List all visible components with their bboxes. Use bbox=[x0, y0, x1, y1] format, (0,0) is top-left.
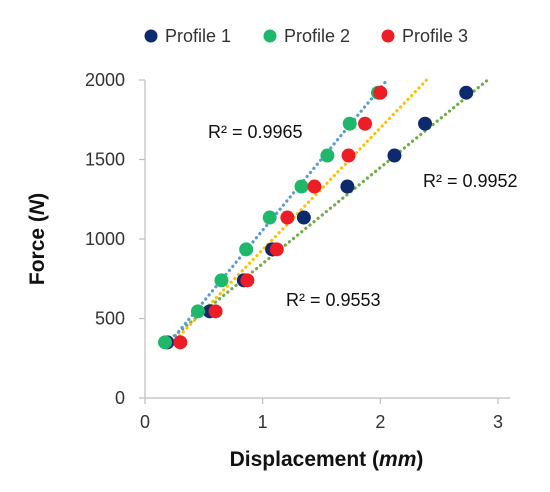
legend-label-profile-1: Profile 1 bbox=[165, 26, 231, 46]
point-profile-2 bbox=[214, 273, 229, 288]
point-profile-3 bbox=[173, 335, 188, 350]
x-axis-title-main: Displacement bbox=[230, 448, 367, 471]
r2-label-profile-3: R² = 0.9553 bbox=[286, 290, 381, 310]
point-profile-2 bbox=[262, 210, 277, 225]
point-profile-1 bbox=[459, 85, 474, 100]
x-axis-title: Displacement (mm) bbox=[230, 448, 424, 471]
trendlines bbox=[164, 77, 491, 349]
y-tick-label: 2000 bbox=[85, 70, 125, 90]
legend: Profile 1 Profile 2 Profile 3 bbox=[144, 26, 468, 46]
trendline-profile-3 bbox=[166, 77, 429, 349]
point-profile-2 bbox=[294, 179, 309, 194]
point-profile-2 bbox=[320, 148, 335, 163]
axes: 0 1 2 3 0 500 1000 1500 2000 bbox=[85, 70, 510, 432]
point-profile-3 bbox=[208, 304, 223, 319]
r2-labels: R² = 0.9952 R² = 0.9965 R² = 0.9553 bbox=[208, 122, 518, 310]
point-profile-3 bbox=[280, 210, 295, 225]
x-tick-label: 1 bbox=[258, 412, 268, 432]
y-tick-label: 1000 bbox=[85, 229, 125, 249]
point-profile-3 bbox=[341, 148, 356, 163]
legend-marker-profile-1 bbox=[144, 29, 158, 43]
x-tick-label: 2 bbox=[375, 412, 385, 432]
y-tick-label: 1500 bbox=[85, 150, 125, 170]
point-profile-2 bbox=[342, 116, 357, 131]
point-profile-2 bbox=[190, 304, 205, 319]
point-profile-3 bbox=[307, 179, 322, 194]
legend-marker-profile-2 bbox=[263, 29, 277, 43]
data-points bbox=[158, 85, 474, 350]
point-profile-3 bbox=[358, 116, 373, 131]
point-profile-2 bbox=[239, 242, 254, 257]
y-tick-label: 500 bbox=[95, 309, 125, 329]
x-tick-group: 0 1 2 3 bbox=[140, 398, 503, 432]
y-axis-title: Force (N) bbox=[26, 193, 49, 285]
y-tick-label: 0 bbox=[115, 388, 125, 408]
legend-label-profile-2: Profile 2 bbox=[284, 26, 350, 46]
x-axis-title-close-paren: ) bbox=[416, 448, 423, 471]
r2-label-profile-1: R² = 0.9952 bbox=[423, 171, 518, 191]
point-profile-1 bbox=[418, 116, 433, 131]
point-profile-1 bbox=[340, 179, 355, 194]
y-axis-title-unit: N bbox=[26, 199, 49, 215]
r2-label-profile-2: R² = 0.9965 bbox=[208, 122, 303, 142]
legend-marker-profile-3 bbox=[381, 29, 395, 43]
y-axis-title-open-paren: ( bbox=[26, 215, 49, 228]
trendline-profile-1 bbox=[164, 77, 491, 344]
x-axis-title-open-paren: ( bbox=[366, 448, 379, 471]
point-profile-1 bbox=[296, 210, 311, 225]
y-axis-title-main: Force bbox=[26, 228, 49, 285]
x-axis-title-unit: mm bbox=[379, 448, 416, 471]
point-profile-2 bbox=[158, 335, 173, 350]
legend-label-profile-3: Profile 3 bbox=[402, 26, 468, 46]
point-profile-3 bbox=[240, 273, 255, 288]
point-profile-1 bbox=[387, 148, 402, 163]
x-tick-label: 0 bbox=[140, 412, 150, 432]
trendline-profile-2 bbox=[166, 80, 387, 346]
point-profile-3 bbox=[269, 242, 284, 257]
point-profile-3 bbox=[373, 85, 388, 100]
x-tick-label: 3 bbox=[493, 412, 503, 432]
y-tick-group: 0 500 1000 1500 2000 bbox=[85, 70, 145, 408]
y-axis-title-close-paren: ) bbox=[26, 193, 49, 200]
